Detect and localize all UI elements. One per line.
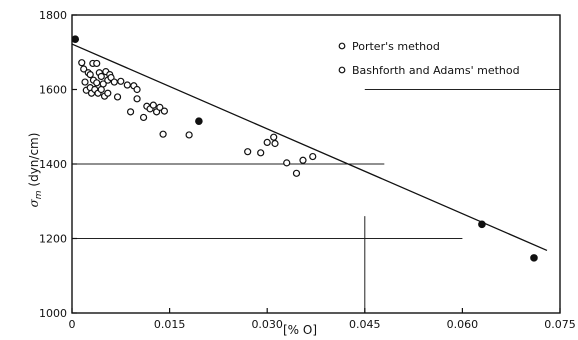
point-bashforth bbox=[257, 149, 265, 157]
y-axis-label: σm (dyn/cm) bbox=[27, 133, 44, 208]
point-bashforth bbox=[156, 103, 164, 111]
point-bashforth bbox=[99, 80, 107, 88]
point-bashforth bbox=[110, 78, 118, 86]
point-porter bbox=[195, 117, 203, 125]
y-tick-label: 1600 bbox=[39, 84, 67, 97]
x-tick-label: 0.015 bbox=[154, 318, 186, 331]
point-bashforth bbox=[117, 77, 125, 85]
legend-marker-porter bbox=[338, 42, 346, 50]
point-bashforth bbox=[244, 148, 252, 156]
point-bashforth bbox=[104, 89, 112, 97]
grid-lines bbox=[72, 89, 560, 313]
y-tick-label: 1800 bbox=[39, 9, 67, 22]
fit-line bbox=[71, 43, 548, 252]
x-tick-label: 0.030 bbox=[251, 318, 283, 331]
x-tick-label: 0.045 bbox=[349, 318, 381, 331]
point-bashforth bbox=[299, 156, 307, 164]
point-bashforth bbox=[93, 59, 101, 68]
point-porter bbox=[478, 220, 486, 229]
point-bashforth bbox=[139, 113, 148, 122]
point-bashforth bbox=[309, 152, 317, 161]
point-bashforth bbox=[160, 107, 168, 115]
y-axis-symbol: σ bbox=[27, 198, 41, 207]
point-bashforth bbox=[97, 72, 105, 81]
y-axis-unit: (dyn/cm) bbox=[27, 133, 41, 187]
point-bashforth bbox=[126, 108, 135, 116]
x-tick-label: 0 bbox=[69, 318, 76, 331]
point-bashforth bbox=[271, 139, 279, 148]
point-bashforth bbox=[86, 70, 94, 79]
point-bashforth bbox=[80, 65, 88, 73]
point-bashforth bbox=[292, 169, 301, 177]
legend-marker-bashforth bbox=[338, 66, 346, 74]
point-bashforth bbox=[159, 130, 167, 138]
axis-ticks: 0 0.015 0.030 0.045 0.060 0.075 1000 1200 1400 16… bbox=[39, 9, 576, 331]
x-tick-label: 0.060 bbox=[447, 318, 479, 331]
legend-label-porter: Porter's method bbox=[352, 40, 440, 53]
point-bashforth bbox=[263, 138, 271, 146]
point-porter bbox=[71, 35, 80, 44]
y-tick-label: 1400 bbox=[39, 158, 67, 171]
point-bashforth bbox=[93, 79, 101, 87]
point-bashforth bbox=[123, 81, 131, 89]
point-bashforth bbox=[149, 101, 157, 109]
point-bashforth bbox=[81, 78, 89, 86]
x-axis-label: [% O] bbox=[283, 323, 317, 337]
y-axis-subscript: m bbox=[34, 190, 44, 199]
point-porter bbox=[530, 254, 538, 262]
point-bashforth bbox=[78, 59, 86, 67]
regression-line bbox=[71, 43, 548, 252]
data-points bbox=[71, 35, 538, 262]
y-tick-label: 1000 bbox=[39, 307, 67, 320]
point-bashforth bbox=[270, 133, 278, 141]
point-bashforth bbox=[283, 159, 291, 167]
legend: Porter's method Bashforth and Adams' met… bbox=[338, 40, 520, 77]
point-bashforth bbox=[113, 93, 122, 101]
point-bashforth bbox=[133, 85, 141, 94]
y-tick-label: 1200 bbox=[39, 233, 67, 246]
legend-label-bashforth: Bashforth and Adams' method bbox=[352, 64, 520, 77]
x-tick-label: 0.075 bbox=[544, 318, 576, 331]
point-bashforth bbox=[185, 131, 193, 139]
point-bashforth bbox=[133, 95, 141, 103]
